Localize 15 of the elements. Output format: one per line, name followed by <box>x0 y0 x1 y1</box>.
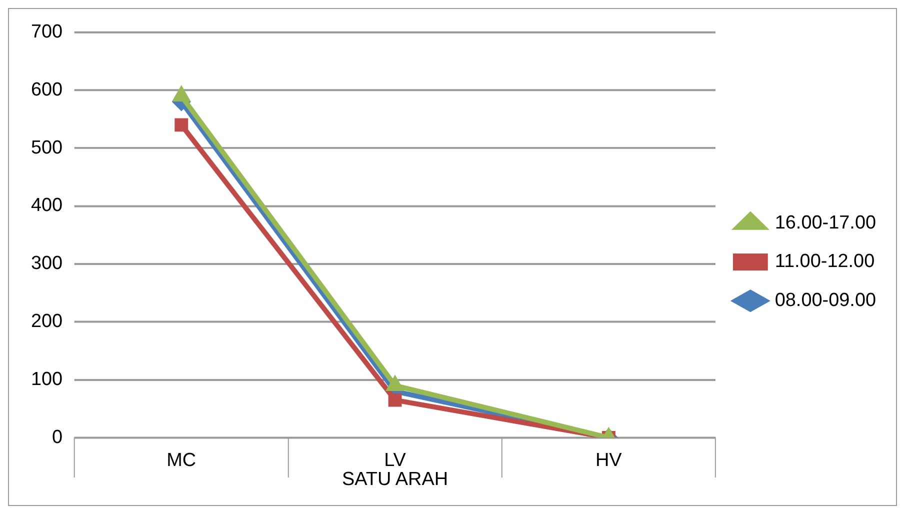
y-tick-label: 200 <box>30 311 63 332</box>
legend-label: 16.00-17.00 <box>774 212 876 234</box>
legend-label: 08.00-09.00 <box>774 290 876 312</box>
x-tick-label: HV <box>595 450 622 472</box>
legend-label: 11.00-12.00 <box>774 251 875 272</box>
x-axis-title: SATU ARAH <box>342 468 448 490</box>
y-tick-label: 400 <box>30 195 63 216</box>
y-tick-label: 500 <box>30 137 63 158</box>
x-tick-label: MC <box>166 450 196 472</box>
y-tick-label: 100 <box>30 368 63 390</box>
y-tick-label: 0 <box>52 426 63 448</box>
x-tick-label: LV <box>384 450 406 472</box>
y-tick-label: 600 <box>30 79 63 100</box>
y-tick-label: 700 <box>30 22 63 43</box>
y-tick-label: 300 <box>30 253 63 274</box>
